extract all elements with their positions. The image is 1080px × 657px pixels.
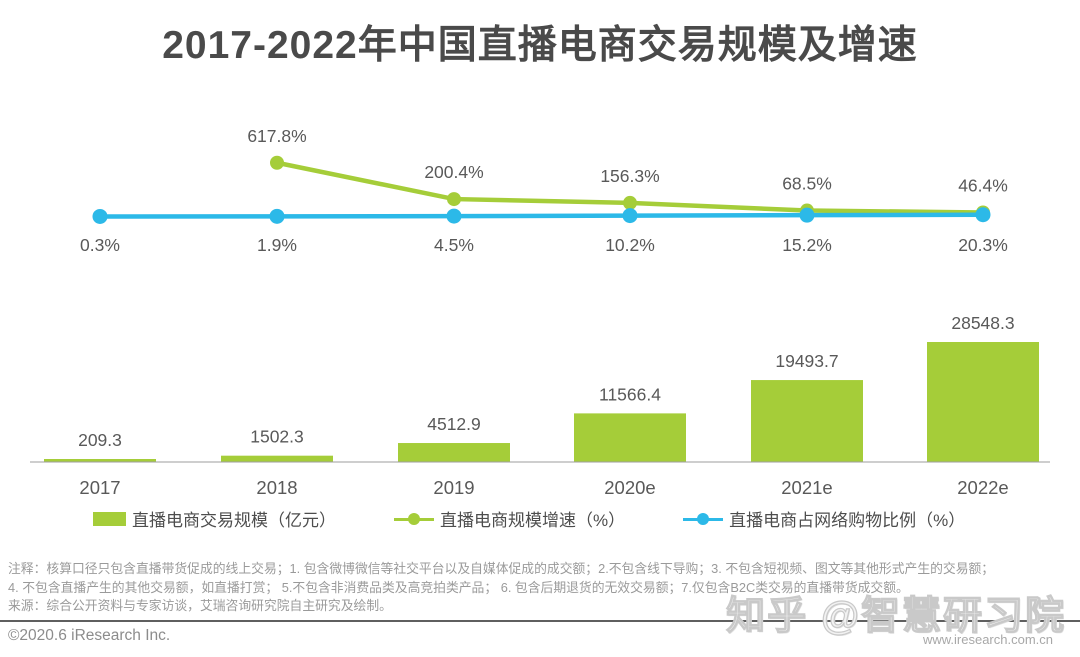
bar-2020e bbox=[574, 413, 686, 462]
legend-label-gmv: 直播电商交易规模（亿元） bbox=[132, 511, 336, 530]
growth-label-2018: 617.8% bbox=[247, 126, 306, 146]
share-point-2018 bbox=[269, 208, 285, 224]
share-label-2021e: 15.2% bbox=[782, 235, 832, 255]
bar-2019 bbox=[398, 443, 510, 462]
legend: 直播电商交易规模（亿元） 直播电商规模增速（%） 直播电商占网络购物比例（%） bbox=[0, 506, 1080, 531]
legend-item-gmv-bar: 直播电商交易规模（亿元） bbox=[93, 506, 336, 531]
share-point-2021e bbox=[799, 207, 815, 223]
blue-line-dot-icon bbox=[683, 512, 724, 526]
zhihu-watermark: 知乎 @智慧研习院 bbox=[726, 594, 1066, 638]
growth-point-2018 bbox=[270, 155, 284, 170]
footnote-line-2: 4. 不包含直播产生的其他交易额，如直播打赏； 5.不包含非消费品类及高竞拍类产… bbox=[8, 579, 909, 595]
share-label-2020e: 10.2% bbox=[605, 235, 655, 255]
share-label-2022e: 20.3% bbox=[958, 235, 1008, 255]
bar-value-label-2021e: 19493.7 bbox=[775, 351, 838, 371]
growth-point-2020e bbox=[623, 195, 637, 210]
bar-2018 bbox=[221, 455, 333, 462]
website-url: www.iresearch.com.cn bbox=[922, 632, 1053, 647]
growth-label-2019: 200.4% bbox=[424, 162, 483, 182]
chart-title: 2017-2022年中国直播电商交易规模及增速 bbox=[162, 24, 918, 67]
x-tick-2022e: 2022e bbox=[957, 477, 1008, 498]
bar-value-label-2019: 4512.9 bbox=[427, 414, 481, 434]
legend-item-growth-line: 直播电商规模增速（%） bbox=[394, 506, 625, 531]
share-point-2019 bbox=[446, 208, 462, 224]
bar-swatch-icon bbox=[93, 511, 126, 526]
bar-2022e bbox=[927, 342, 1039, 462]
footer-divider bbox=[0, 620, 1080, 622]
share-label-2017: 0.3% bbox=[80, 235, 120, 255]
legend-label-share: 直播电商占网络购物比例（%） bbox=[729, 511, 966, 530]
x-tick-2019: 2019 bbox=[433, 477, 474, 498]
legend-label-growth: 直播电商规模增速（%） bbox=[440, 511, 626, 530]
x-tick-2018: 2018 bbox=[256, 477, 297, 498]
footnote-line-1: 注释：核算口径只包含直播带货促成的线上交易；1. 包含微博微信等社交平台以及自媒… bbox=[8, 561, 995, 576]
green-line-dot-icon bbox=[394, 512, 434, 526]
share-label-2019: 4.5% bbox=[434, 235, 474, 255]
growth-label-2020e: 156.3% bbox=[600, 166, 659, 186]
bar-value-label-2018: 1502.3 bbox=[250, 427, 304, 447]
bar-value-label-2017: 209.3 bbox=[78, 430, 122, 450]
x-tick-2017: 2017 bbox=[79, 477, 120, 498]
growth-label-2021e: 68.5% bbox=[782, 174, 832, 194]
x-tick-2020e: 2020e bbox=[604, 477, 655, 498]
bar-value-label-2022e: 28548.3 bbox=[951, 313, 1014, 333]
bar-value-label-2020e: 11566.4 bbox=[599, 384, 661, 404]
legend-item-share-line: 直播电商占网络购物比例（%） bbox=[683, 506, 965, 531]
share-point-2022e bbox=[975, 207, 991, 223]
share-point-2017 bbox=[92, 208, 108, 224]
bar-2021e bbox=[751, 380, 863, 462]
growth-point-2019 bbox=[447, 192, 461, 207]
share-label-2018: 1.9% bbox=[257, 235, 297, 255]
x-tick-2021e: 2021e bbox=[781, 477, 832, 498]
share-point-2020e bbox=[622, 208, 638, 224]
growth-label-2022e: 46.4% bbox=[958, 175, 1008, 195]
copyright-text: ©2020.6 iResearch Inc. bbox=[8, 627, 171, 644]
footnotes: 注释：核算口径只包含直播带货促成的线上交易；1. 包含微博微信等社交平台以及自媒… bbox=[8, 560, 1076, 616]
source-line: 来源：综合公开资料与专家访谈，艾瑞咨询研究院自主研究及绘制。 bbox=[8, 598, 392, 613]
share-line bbox=[99, 212, 984, 219]
bar-2017 bbox=[44, 459, 156, 462]
